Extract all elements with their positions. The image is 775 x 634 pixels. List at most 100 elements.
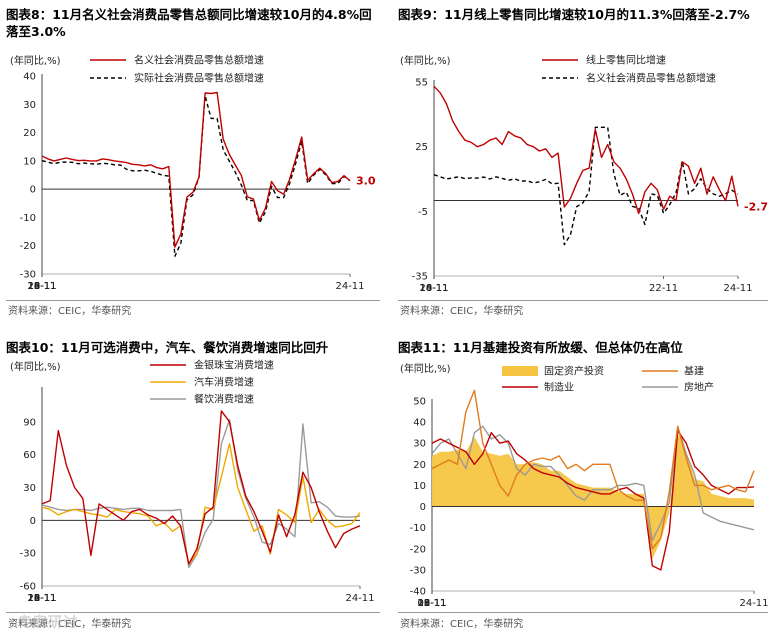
axis-unit-label: (年同比,%) bbox=[400, 54, 451, 67]
end-value-label: 3.0 bbox=[356, 175, 376, 188]
chart-title-1: 图表8：11月名义社会消费品零售总额同比增速较10月的4.8%回落至3.0% bbox=[6, 7, 372, 39]
divider-3 bbox=[6, 612, 380, 613]
y-tick-label: 30 bbox=[23, 100, 36, 111]
x-tick-label: 14-11 bbox=[27, 593, 56, 604]
legend-label: 制造业 bbox=[544, 381, 574, 394]
x-tick-label: 14-11 bbox=[419, 283, 448, 294]
chart-panel-2: 图表9：11月线上零售同比增速较10月的11.3%回落至-2.7% (年同比,%… bbox=[392, 0, 775, 318]
x-tick-label: 16-11 bbox=[27, 281, 56, 292]
source-3: 资料来源：CEIC，华泰研究 bbox=[8, 619, 132, 630]
y-tick-label: 30 bbox=[23, 483, 36, 494]
y-tick-label: -60 bbox=[20, 582, 36, 593]
legend-label: 固定资产投资 bbox=[544, 365, 604, 378]
series-line-基建 bbox=[431, 389, 755, 550]
divider-2 bbox=[398, 300, 768, 301]
y-tick-label: 40 bbox=[23, 72, 36, 83]
x-tick-label: 12-11 bbox=[417, 598, 446, 609]
y-tick-label: 10 bbox=[413, 481, 426, 492]
source-2: 资料来源：CEIC，华泰研究 bbox=[400, 306, 524, 317]
y-tick-label: 0 bbox=[30, 185, 36, 196]
chart-title-2: 图表9：11月线上零售同比增速较10月的11.3%回落至-2.7% bbox=[398, 7, 750, 22]
axis-unit-label: (年同比,%) bbox=[10, 360, 61, 373]
x-tick-label: 22-11 bbox=[649, 283, 678, 294]
y-tick-label: 90 bbox=[23, 417, 36, 428]
series-area-固定资产投资 bbox=[432, 432, 754, 560]
y-tick-label: -40 bbox=[410, 587, 426, 598]
y-tick-label: -30 bbox=[20, 270, 36, 281]
divider-1 bbox=[6, 300, 380, 301]
series-line-制造业 bbox=[431, 429, 755, 571]
y-tick-label: 50 bbox=[413, 397, 426, 408]
x-tick-label: 14-11 bbox=[27, 281, 56, 292]
x-tick-label: 18-11 bbox=[27, 281, 56, 292]
chart-title-3: 图表10：11月可选消费中，汽车、餐饮消费增速同比回升 bbox=[6, 340, 329, 355]
x-tick-label: 18-11 bbox=[417, 598, 446, 609]
x-tick-label: 15-11 bbox=[417, 598, 446, 609]
axis-unit-label: (年同比,%) bbox=[10, 54, 61, 67]
x-tick-label: 12-11 bbox=[27, 593, 56, 604]
y-tick-label: -30 bbox=[20, 549, 36, 560]
x-tick-label: 18-11 bbox=[27, 593, 56, 604]
x-tick-label: 24-11 bbox=[739, 598, 768, 609]
x-tick-label: 22-11 bbox=[27, 593, 56, 604]
x-tick-label: 20-11 bbox=[27, 593, 56, 604]
x-tick-label: 18-11 bbox=[419, 283, 448, 294]
x-tick-label: 24-11 bbox=[723, 283, 752, 294]
y-tick-label: 55 bbox=[415, 78, 428, 89]
y-tick-label: 30 bbox=[413, 439, 426, 450]
y-tick-label: 20 bbox=[413, 460, 426, 471]
divider-4 bbox=[398, 612, 768, 613]
legend-swatch bbox=[502, 366, 538, 376]
y-tick-label: 25 bbox=[415, 142, 428, 153]
y-tick-label: 0 bbox=[30, 516, 36, 527]
x-tick-label: 21-11 bbox=[417, 598, 446, 609]
x-tick-label: 24-11 bbox=[345, 593, 374, 604]
legend-label: 金银珠宝消费增速 bbox=[194, 359, 274, 372]
y-tick-label: 10 bbox=[23, 156, 36, 167]
source-1: 资料来源：CEIC，华泰研究 bbox=[8, 306, 132, 317]
x-tick-label: 16-11 bbox=[419, 283, 448, 294]
chart-panel-1: 图表8：11月名义社会消费品零售总额同比增速较10月的4.8%回落至3.0% (… bbox=[0, 0, 385, 318]
y-tick-label: 40 bbox=[413, 418, 426, 429]
y-tick-label: -20 bbox=[20, 241, 36, 252]
chart-1: (年同比,%) -30 -20 -10 0 10 20 30 40 14-1116-1118-11… bbox=[10, 54, 376, 293]
y-tick-label: -5 bbox=[418, 207, 428, 218]
y-tick-label: -30 bbox=[410, 565, 426, 576]
y-tick-label: 60 bbox=[23, 450, 36, 461]
x-tick-label: 06-11 bbox=[417, 598, 446, 609]
series-line-金银珠宝消费增速 bbox=[41, 410, 361, 565]
series-line-名义社会消费品零售总额增速 bbox=[41, 91, 351, 248]
x-tick-label: 24-11 bbox=[335, 281, 364, 292]
watermark-text: 专家研讨 bbox=[18, 615, 78, 631]
legend-label: 名义社会消费品零售总额增速 bbox=[586, 72, 716, 85]
series-line-房地产 bbox=[431, 425, 755, 542]
x-tick-label: 22-11 bbox=[27, 281, 56, 292]
y-tick-label: 20 bbox=[23, 128, 36, 139]
series-line-餐饮消费增速 bbox=[41, 418, 361, 569]
legend-label: 餐饮消费增速 bbox=[194, 393, 254, 406]
series-line-线上零售同比增速 bbox=[433, 85, 739, 215]
x-tick-label: 20-11 bbox=[27, 281, 56, 292]
legend-label: 实际社会消费品零售总额增速 bbox=[134, 72, 264, 85]
legend-label: 线上零售同比增速 bbox=[586, 54, 666, 67]
legend-label: 基建 bbox=[684, 365, 704, 378]
chart-3: (年同比,%) -60 -30 0 30 60 90 12-1114-1116-1118-11… bbox=[10, 359, 375, 605]
chart-panel-4: 图表11：11月基建投资有所放缓、但总体仍在高位 (年同比,%) -40 -30 -2… bbox=[392, 335, 775, 634]
chart-panel-3: 图表10：11月可选消费中，汽车、餐饮消费增速同比回升 (年同比,%) -60 -3… bbox=[0, 335, 385, 634]
y-tick-label: -10 bbox=[410, 523, 426, 534]
legend-label: 汽车消费增速 bbox=[194, 376, 254, 389]
y-tick-label: -10 bbox=[20, 213, 36, 224]
series-line-实际社会消费品零售总额增速 bbox=[41, 95, 351, 257]
axis-unit-label: (年同比,%) bbox=[400, 362, 451, 375]
y-tick-label: -20 bbox=[410, 544, 426, 555]
chart-4: (年同比,%) -40 -30 -20 -10 0 10 20 30 40 50 06-1109-11… bbox=[400, 362, 769, 609]
series-line-名义社会消费品零售总额增速 bbox=[433, 126, 739, 246]
y-tick-label: 0 bbox=[420, 502, 426, 513]
end-value-label: -2.7 bbox=[744, 200, 768, 213]
legend-label: 房地产 bbox=[684, 381, 714, 394]
chart-title-4: 图表11：11月基建投资有所放缓、但总体仍在高位 bbox=[398, 340, 683, 355]
x-tick-label: 16-11 bbox=[27, 593, 56, 604]
legend-label: 名义社会消费品零售总额增速 bbox=[134, 54, 264, 67]
y-tick-label: -35 bbox=[412, 272, 428, 283]
